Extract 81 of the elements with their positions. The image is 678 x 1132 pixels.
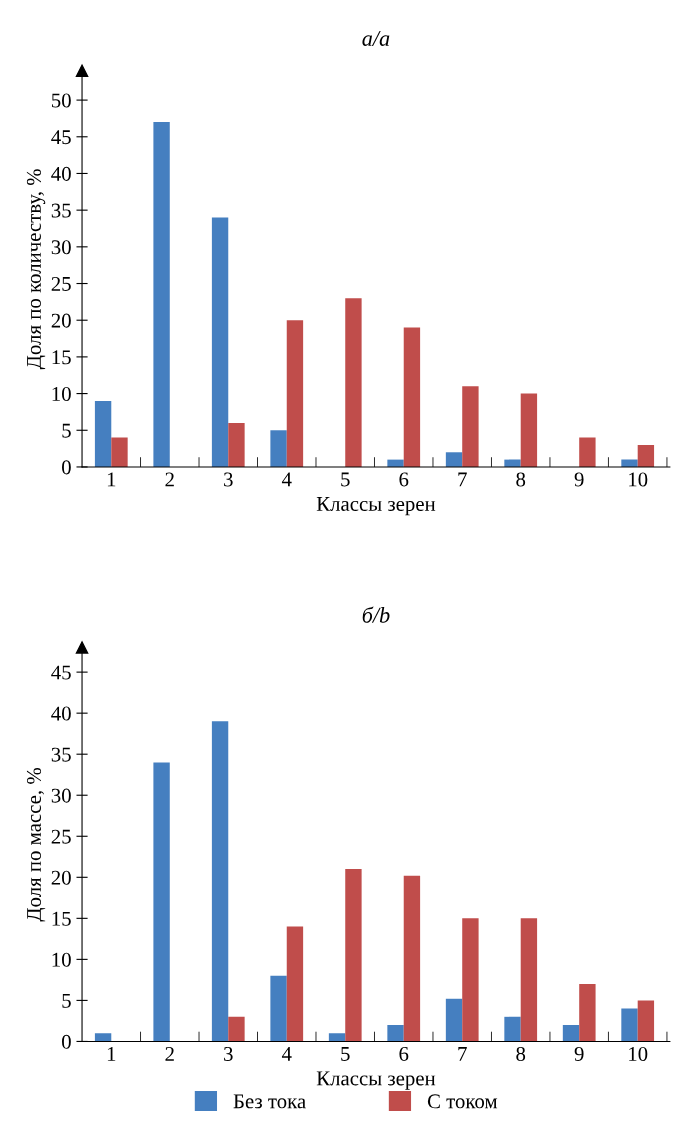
- bar: [111, 437, 128, 467]
- y-tick-label: 45: [51, 130, 71, 145]
- y-tick-label: 35: [51, 747, 71, 762]
- legend-label: Без тока: [233, 1094, 306, 1109]
- x-tick-label: 6: [399, 1046, 409, 1061]
- x-tick-label: 1: [107, 472, 116, 487]
- bar: [345, 298, 362, 467]
- y-tick-label: 20: [51, 870, 71, 885]
- x-tick-label: 1: [107, 1047, 116, 1061]
- x-tick-label: 8: [516, 1046, 526, 1061]
- x-tick-label: 7: [458, 472, 467, 487]
- bar: [579, 437, 596, 467]
- bar: [445, 998, 463, 1042]
- x-tick-label: 2: [165, 472, 174, 487]
- bar: [504, 1016, 521, 1042]
- bar: [345, 869, 362, 1042]
- x-tick-label: 4: [281, 472, 292, 487]
- x-tick-label: 6: [399, 472, 409, 487]
- y-tick-label: 20: [51, 313, 71, 328]
- chart-title: б/b: [362, 606, 390, 623]
- y-tick-label: 15: [52, 350, 71, 365]
- bar: [328, 1033, 346, 1042]
- bar: [153, 122, 170, 467]
- x-axis-title: Классы зерен: [316, 1071, 436, 1090]
- bar: [228, 422, 245, 467]
- y-tick-label: 30: [51, 788, 71, 803]
- x-tick-label: 10: [629, 472, 648, 487]
- y-tick-label: 10: [52, 952, 71, 967]
- y-tick-label: 40: [51, 166, 71, 181]
- bar: [579, 983, 596, 1042]
- bar: [270, 430, 287, 467]
- bar: [621, 1008, 638, 1042]
- x-tick-label: 9: [574, 1046, 584, 1061]
- x-tick-label: 7: [458, 1047, 467, 1061]
- bar: [520, 918, 538, 1042]
- bar: [286, 926, 304, 1042]
- x-tick-label: 5: [341, 1047, 350, 1061]
- bar: [94, 1033, 112, 1042]
- x-tick-label: 9: [574, 472, 584, 487]
- bar: [228, 1016, 245, 1042]
- x-tick-label: 5: [341, 472, 350, 487]
- y-axis-title: Доля по массе, %: [26, 768, 46, 922]
- bar: [211, 217, 229, 467]
- x-axis-title: Классы зерен: [316, 497, 436, 516]
- y-tick-label: 15: [52, 911, 71, 926]
- y-tick-label: 5: [62, 423, 71, 438]
- bar: [94, 400, 112, 467]
- chart-title: а/a: [362, 31, 390, 46]
- y-tick-label: 30: [51, 240, 71, 255]
- bar: [462, 918, 479, 1042]
- bar: [153, 762, 170, 1042]
- bar: [211, 721, 229, 1042]
- y-tick-label: 25: [51, 829, 71, 844]
- y-axis-title: Доля по количеству, %: [26, 169, 46, 370]
- y-tick-label: 10: [52, 386, 71, 402]
- bar: [387, 1025, 404, 1042]
- bar: [286, 320, 304, 467]
- y-tick-label: 5: [62, 993, 71, 1008]
- bar: [270, 975, 287, 1042]
- x-tick-label: 4: [281, 1047, 292, 1061]
- bar: [462, 386, 479, 467]
- y-tick-label: 35: [51, 203, 71, 218]
- x-tick-label: 2: [165, 1046, 174, 1061]
- x-tick-label: 3: [224, 1046, 233, 1061]
- bar: [562, 1025, 580, 1042]
- bar: [637, 444, 655, 467]
- y-tick-label: 40: [51, 706, 71, 721]
- bar: [520, 393, 538, 467]
- bar: [403, 875, 421, 1042]
- y-tick-label: 25: [51, 276, 71, 291]
- x-tick-label: 8: [516, 472, 526, 487]
- bar: [445, 452, 463, 467]
- bar: [637, 1000, 655, 1042]
- legend-label: С током: [427, 1094, 498, 1109]
- x-tick-label: 10: [629, 1046, 648, 1061]
- y-tick-label: 45: [51, 665, 71, 680]
- y-tick-label: 0: [62, 1034, 71, 1049]
- bar: [403, 327, 421, 467]
- y-tick-label: 0: [62, 460, 71, 475]
- x-tick-label: 3: [224, 472, 233, 487]
- y-tick-label: 50: [52, 93, 71, 108]
